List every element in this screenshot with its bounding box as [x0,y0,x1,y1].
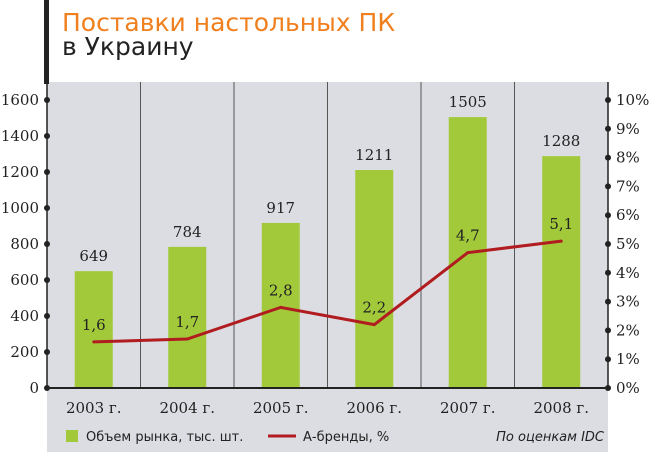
y2-tick-dot [605,385,611,391]
bar [261,222,300,388]
bar [168,246,207,388]
x-tick-label: 2005 г. [253,399,309,417]
y2-tick-dot [605,269,611,276]
bar-value-label: 649 [79,247,108,265]
line-point [559,239,563,243]
bar-value-label: 1211 [355,146,393,164]
y2-tick-label: 3% [616,293,640,311]
y2-tick-label: 8% [616,149,640,167]
line-value-label: 1,7 [175,313,199,331]
bar-value-label: 917 [266,199,295,217]
title-line2: в Украину [62,32,194,61]
line-series [93,239,562,344]
y2-tick-dot [605,298,611,305]
y2-tick-label: 9% [616,120,640,138]
y-tick-label: 200 [10,343,39,361]
legend-line-label: А-бренды, % [303,430,389,445]
y2-tick-dot [605,241,611,247]
y2-tick-label: 0% [616,379,640,397]
bar [74,271,113,388]
y2-tick-dot [605,97,611,103]
y-tick-dot [44,349,50,355]
line-point [185,337,189,341]
y-tick-dot [44,241,50,247]
y-tick-label: 1600 [1,91,39,109]
y-tick-dot [44,133,50,139]
y2-tick-label: 7% [616,177,640,195]
line-point [92,340,96,344]
title-line1: Поставки настольных ПК [62,8,395,37]
y-tick-label: 400 [10,307,39,325]
y2-tick-label: 10% [616,91,649,109]
line-value-label: 1,6 [82,316,106,334]
y-tick-dot [44,277,50,283]
source-note: По оценкам IDC [496,430,605,445]
y2-tick-label: 1% [616,350,640,368]
y2-tick-dot [605,154,611,161]
y-tick-dot [44,313,50,319]
bar [355,170,394,388]
line-value-label: 5,1 [549,215,573,233]
y-tick-dot [44,169,50,175]
y2-tick-label: 5% [616,235,640,253]
x-tick-label: 2006 г. [346,399,402,417]
y2-tick-dot [605,183,611,190]
legend-bar-swatch [66,430,78,442]
y-tick-label: 1200 [1,163,39,181]
y-tick-label: 1400 [1,127,39,145]
bar [542,156,581,388]
y2-tick-dot [605,356,611,363]
y-tick-dot [44,385,50,391]
x-tick-label: 2007 г. [440,399,496,417]
y2-tick-label: 6% [616,206,640,224]
y2-tick-dot [605,327,611,334]
y-tick-label: 600 [10,271,39,289]
y2-tick-dot [605,212,611,219]
legend-bar-label: Объем рынка, тыс. шт. [86,430,243,445]
line-value-label: 4,7 [456,227,480,245]
line-point [466,251,470,255]
y-tick-label: 800 [10,235,39,253]
x-tick-label: 2004 г. [159,399,215,417]
line-value-label: 2,8 [269,281,293,299]
title-accent-bar [44,0,49,84]
line-point [372,323,376,327]
y2-tick-label: 4% [616,264,640,282]
bar-value-label: 1288 [542,132,580,150]
y-tick-label: 0 [29,379,39,397]
y-tick-label: 1000 [1,199,39,217]
line-value-label: 2,2 [362,299,386,317]
bar-value-label: 1505 [449,93,487,111]
y2-tick-dot [605,125,611,132]
y2-tick-label: 2% [616,321,640,339]
legend: Объем рынка, тыс. шт. А-бренды, % По оце… [66,430,605,445]
bar-value-label: 784 [173,223,202,241]
y-tick-dot [44,97,50,103]
x-tick-label: 2003 г. [66,399,122,417]
x-tick-label: 2008 г. [533,399,589,417]
line-point [279,305,283,309]
y-tick-dot [44,205,50,211]
